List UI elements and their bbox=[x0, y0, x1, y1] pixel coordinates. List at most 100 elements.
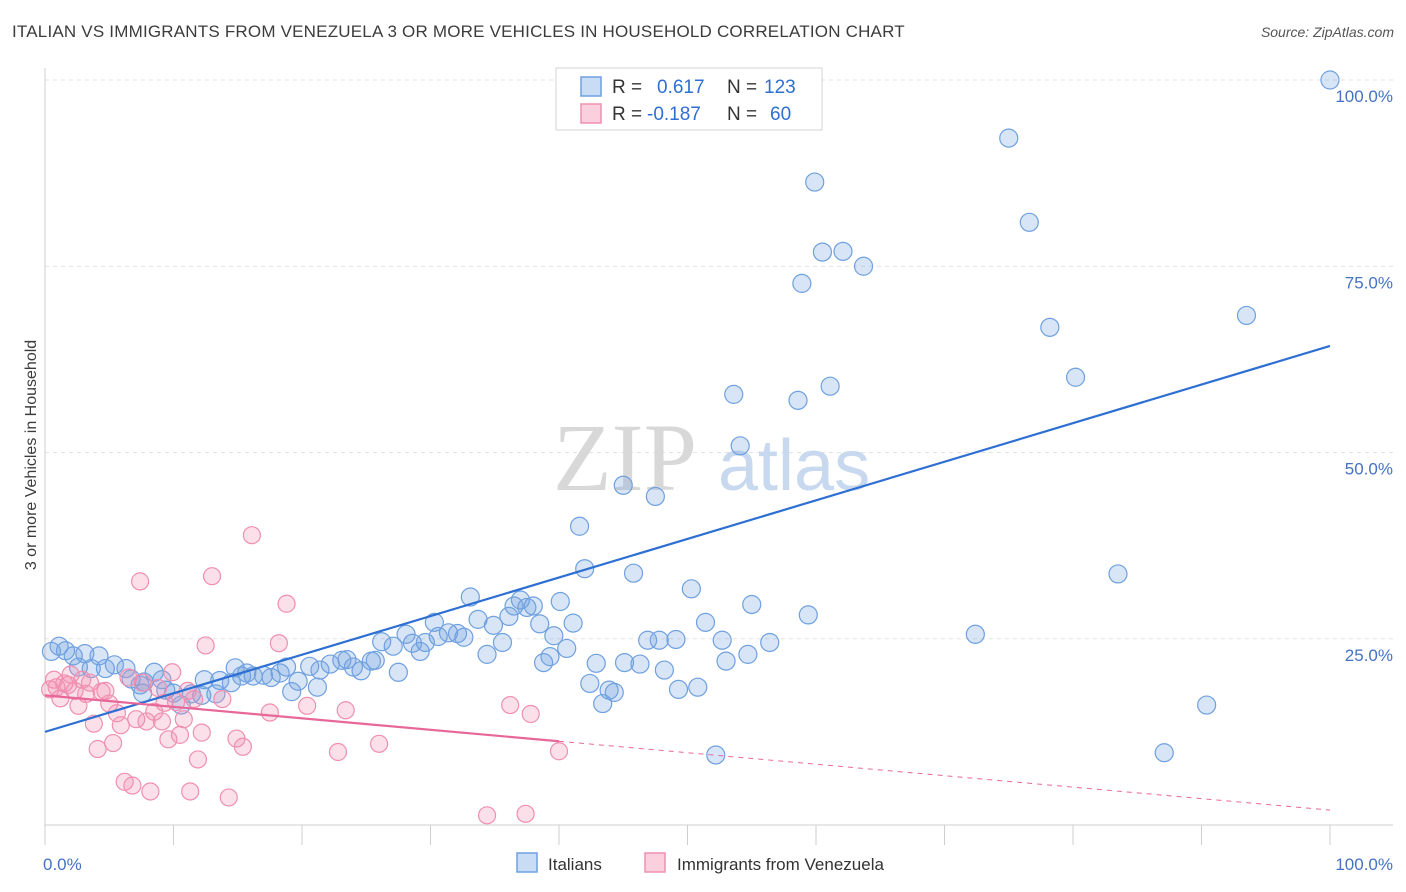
venezuela-point bbox=[133, 673, 152, 692]
venezuela-point bbox=[277, 594, 296, 613]
italians-n-value: 123 bbox=[764, 77, 796, 98]
italians-point bbox=[351, 661, 371, 681]
trend-lines bbox=[44, 344, 1331, 811]
italians-point bbox=[1197, 695, 1217, 715]
venezuela-point bbox=[549, 742, 569, 761]
venezuela-point bbox=[44, 670, 64, 689]
venezuela-point bbox=[137, 712, 156, 731]
venezuela-point bbox=[119, 668, 138, 687]
italians-point bbox=[820, 376, 840, 396]
italians-point bbox=[1019, 212, 1039, 232]
venezuela-point bbox=[159, 730, 178, 749]
italians-point bbox=[965, 624, 985, 644]
italians-point bbox=[563, 613, 583, 633]
italians-point bbox=[63, 646, 83, 666]
italians-point bbox=[695, 612, 716, 632]
italians-point bbox=[730, 436, 750, 456]
venezuela-point bbox=[152, 712, 172, 731]
venezuela-trend-line bbox=[44, 694, 560, 743]
italians-point bbox=[550, 591, 570, 612]
italians-point bbox=[638, 630, 658, 650]
venezuela-point bbox=[130, 572, 150, 591]
italians-point bbox=[365, 650, 385, 670]
italians-point bbox=[460, 587, 480, 607]
venezuela-point bbox=[233, 737, 252, 756]
italians-point bbox=[261, 667, 281, 688]
italians-point bbox=[654, 660, 674, 680]
italians-point bbox=[288, 671, 308, 691]
italians-point bbox=[853, 256, 874, 276]
italians-point bbox=[388, 662, 408, 682]
venezuela-r-label: R = bbox=[612, 104, 642, 125]
data-points bbox=[41, 70, 1340, 825]
venezuela-r-value: -0.187 bbox=[647, 104, 701, 125]
italians-point bbox=[1320, 70, 1340, 90]
venezuela-point bbox=[516, 804, 535, 823]
italians-point bbox=[792, 273, 812, 293]
italians-point bbox=[812, 242, 833, 262]
venezuela-point bbox=[202, 567, 222, 586]
legend-venezuela-label: Immigrants from Venezuela bbox=[677, 855, 884, 874]
italians-point bbox=[623, 563, 644, 583]
tick-labels: 25.0% 50.0% 75.0% 100.0% 0.0% 100.0% bbox=[43, 87, 1393, 874]
venezuela-swatch bbox=[580, 103, 602, 124]
italians-point bbox=[613, 475, 633, 495]
italians-point bbox=[300, 656, 320, 676]
venezuela-point bbox=[298, 696, 317, 715]
venezuela-point bbox=[192, 723, 211, 742]
venezuela-point bbox=[123, 776, 142, 795]
italians-point bbox=[738, 644, 758, 664]
venezuela-point bbox=[188, 750, 208, 769]
italians-point bbox=[517, 597, 537, 618]
italians-point bbox=[483, 615, 504, 635]
italians-point bbox=[833, 241, 853, 261]
italians-point bbox=[645, 486, 665, 507]
italians-point bbox=[1108, 564, 1128, 584]
legend-venezuela-swatch bbox=[644, 852, 666, 873]
italians-point bbox=[569, 516, 590, 536]
stats-legend: R = 0.617 N = 123 R = -0.187 N = 60 bbox=[555, 67, 823, 131]
italians-point bbox=[649, 630, 669, 650]
italians-point bbox=[788, 390, 808, 410]
legend-italians-label: Italians bbox=[548, 855, 602, 874]
y-tick-label: 75.0% bbox=[1345, 273, 1393, 292]
italians-r-label: R = bbox=[612, 77, 642, 98]
bottom-legend: Italians Immigrants from Venezuela bbox=[516, 852, 884, 874]
venezuela-point bbox=[174, 710, 193, 729]
venezuela-n-value: 60 bbox=[770, 104, 791, 125]
venezuela-point bbox=[170, 725, 190, 744]
y-tick-label: 100.0% bbox=[1335, 87, 1393, 106]
italians-point bbox=[805, 172, 825, 192]
x-tick-label: 100.0% bbox=[1335, 855, 1393, 874]
italians-point bbox=[544, 626, 564, 646]
venezuela-point bbox=[213, 689, 232, 709]
italians-point bbox=[586, 653, 606, 673]
italians-point bbox=[630, 654, 650, 674]
italians-point bbox=[523, 596, 543, 616]
italians-point bbox=[1236, 305, 1257, 326]
italians-point bbox=[798, 605, 818, 625]
venezuela-trend-line-dashed bbox=[558, 740, 1331, 811]
italians-point bbox=[1154, 743, 1174, 763]
italians-point bbox=[499, 606, 519, 627]
italians-point bbox=[383, 636, 403, 656]
italians-point bbox=[282, 682, 302, 702]
italians-point bbox=[668, 679, 689, 700]
venezuela-point bbox=[501, 695, 520, 715]
venezuela-point bbox=[328, 742, 348, 762]
italians-trend-line bbox=[44, 344, 1331, 733]
italians-point bbox=[89, 646, 109, 666]
italians-point bbox=[410, 641, 430, 662]
grid-lines bbox=[45, 79, 1393, 640]
italians-point bbox=[540, 647, 560, 667]
italians-point bbox=[760, 632, 780, 653]
y-axis-label: 3 or more Vehicles in Household bbox=[23, 340, 40, 570]
y-tick-label: 50.0% bbox=[1345, 460, 1393, 479]
italians-point bbox=[688, 677, 708, 697]
venezuela-point bbox=[184, 689, 204, 709]
italians-point bbox=[276, 657, 297, 677]
italians-point bbox=[742, 594, 762, 615]
italians-point bbox=[372, 632, 392, 652]
italians-point bbox=[104, 655, 124, 675]
italians-point bbox=[310, 660, 330, 680]
